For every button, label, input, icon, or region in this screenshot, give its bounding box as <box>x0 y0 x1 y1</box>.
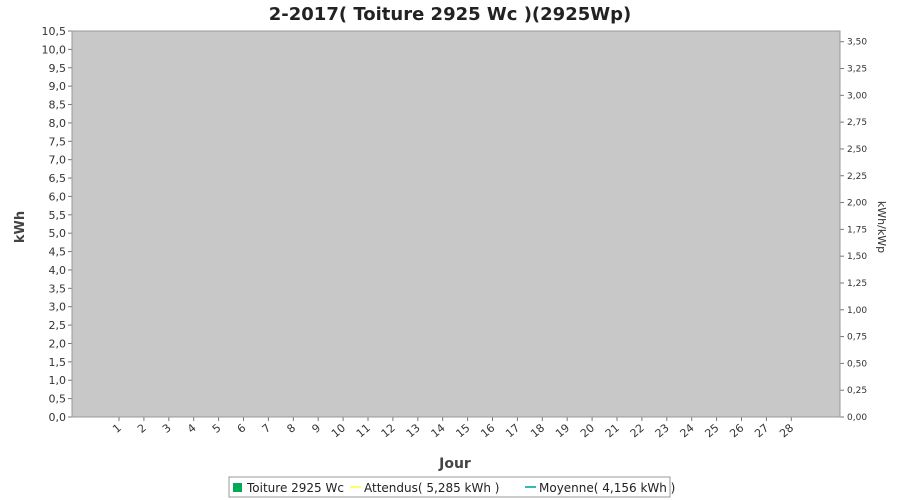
y-tick-label: 4,0 <box>49 264 67 277</box>
y-right-tick-label: 1,00 <box>847 306 867 316</box>
x-tick-label: 5 <box>210 421 224 435</box>
x-tick-label: 21 <box>603 421 622 440</box>
x-tick-label: 17 <box>503 421 522 440</box>
x-tick-label: 11 <box>354 421 373 440</box>
y-tick-label: 1,5 <box>49 356 67 369</box>
legend-swatch <box>233 483 242 492</box>
plot-background <box>71 30 841 418</box>
y-right-tick-label: 1,25 <box>847 279 867 289</box>
x-tick-label: 1 <box>110 421 124 435</box>
x-tick-label: 25 <box>702 421 721 440</box>
y-right-tick-label: 3,50 <box>847 38 867 48</box>
x-tick-label: 20 <box>578 421 597 440</box>
y-axis-right: 0,00 0,25 0,50 0,75 1,00 1,25 1,50 1,75 2,00 2,25… <box>839 31 867 423</box>
y-tick-label: 8,5 <box>49 99 67 112</box>
x-axis: 1 2 3 4 5 6 7 8 9 10 11 12 13 14 15 16 17 18 19 20 21 22 23 24 2… <box>72 416 840 440</box>
y-tick-label: 9,5 <box>49 62 67 75</box>
x-tick-label: 22 <box>628 421 647 440</box>
x-tick-label: 16 <box>478 421 497 440</box>
y-axis-title: kWh <box>13 211 28 243</box>
x-tick-label: 9 <box>309 421 323 435</box>
x-axis-title: Jour <box>438 456 471 472</box>
legend-entry-label: Toiture 2925 Wc <box>246 481 344 495</box>
x-tick-label: 10 <box>329 421 348 440</box>
y-tick-label: 1,0 <box>49 374 67 387</box>
y-right-tick-label: 0,50 <box>847 359 867 369</box>
y-right-tick-label: 1,50 <box>847 252 867 262</box>
y-right-tick-label: 1,75 <box>847 225 867 235</box>
y-tick-label: 9,0 <box>49 80 67 93</box>
x-tick-label: 15 <box>453 421 472 440</box>
x-tick-label: 2 <box>135 421 149 435</box>
y-right-tick-label: 2,50 <box>847 145 867 155</box>
y-right-tick-label: 3,00 <box>847 91 867 101</box>
x-tick-label: 7 <box>260 421 274 435</box>
y-tick-label: 5,5 <box>49 209 67 222</box>
y-right-tick-label: 2,75 <box>847 118 867 128</box>
x-tick-label: 14 <box>429 421 448 440</box>
x-tick-label: 8 <box>285 421 299 435</box>
y-right-tick-label: 3,25 <box>847 65 867 75</box>
x-tick-label: 4 <box>185 421 199 435</box>
y-tick-label: 6,0 <box>49 190 67 203</box>
y-tick-label: 4,5 <box>49 246 67 259</box>
x-tick-label: 3 <box>160 421 174 435</box>
y-tick-label: 7,5 <box>49 135 67 148</box>
x-tick-label: 23 <box>653 421 672 440</box>
y-tick-label: 10,0 <box>42 43 67 56</box>
y-tick-label: 0,0 <box>49 411 67 424</box>
y-right-tick-label: 0,75 <box>847 333 867 343</box>
y-right-tick-label: 2,25 <box>847 172 867 182</box>
x-tick-label: 19 <box>553 421 572 440</box>
y-tick-label: 0,5 <box>49 393 67 406</box>
x-tick-label: 12 <box>379 421 398 440</box>
x-tick-label: 27 <box>752 421 771 440</box>
x-tick-label: 6 <box>235 421 249 435</box>
x-tick-label: 13 <box>404 421 423 440</box>
y-tick-label: 3,5 <box>49 282 67 295</box>
x-tick-label: 18 <box>528 421 547 440</box>
legend-frame <box>228 476 671 498</box>
y-tick-label: 2,5 <box>49 319 67 332</box>
y-axis-right-title: kWh/kWp <box>875 201 888 253</box>
y-tick-label: 7,0 <box>49 154 67 167</box>
y-right-tick-label: 2,00 <box>847 199 867 209</box>
x-tick-label: 24 <box>678 421 697 440</box>
y-tick-label: 6,5 <box>49 172 67 185</box>
y-right-tick-label: 0,25 <box>847 386 867 396</box>
x-tick-label: 28 <box>777 421 796 440</box>
y-tick-label: 3,0 <box>49 301 67 314</box>
y-right-tick-label: 0,00 <box>847 413 867 423</box>
legend-entry-label: Moyenne( 4,156 kWh ) <box>539 481 675 495</box>
legend-entry-label: Attendus( 5,285 kWh ) <box>364 481 499 495</box>
x-tick-label: 26 <box>727 421 746 440</box>
y-tick-label: 2,0 <box>49 337 67 350</box>
y-tick-label: 10,5 <box>42 25 67 38</box>
y-tick-label: 8,0 <box>49 117 67 130</box>
chart-title: 2-2017( Toiture 2925 Wc )(2925Wp) <box>269 4 631 25</box>
legend: Toiture 2925 Wc Attendus( 5,285 kWh ) Moye… <box>228 476 675 498</box>
y-tick-label: 5,0 <box>49 227 67 240</box>
y-axis-left: 0,0 0,5 1,0 1,5 2,0 2,5 3,0 3,5 4,0 4,5 5,0 5,5 6,0 6… <box>42 25 73 424</box>
